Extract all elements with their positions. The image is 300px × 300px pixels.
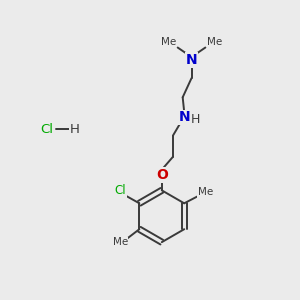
Text: Cl: Cl: [40, 123, 53, 136]
Text: N: N: [178, 110, 190, 124]
Text: H: H: [70, 123, 80, 136]
Text: Me: Me: [112, 238, 128, 248]
Text: Me: Me: [207, 37, 222, 46]
Text: Me: Me: [198, 187, 213, 197]
Text: N: N: [186, 53, 197, 67]
Text: Me: Me: [161, 37, 176, 46]
Text: O: O: [156, 168, 168, 182]
Text: Cl: Cl: [114, 184, 126, 197]
Text: H: H: [191, 113, 200, 126]
